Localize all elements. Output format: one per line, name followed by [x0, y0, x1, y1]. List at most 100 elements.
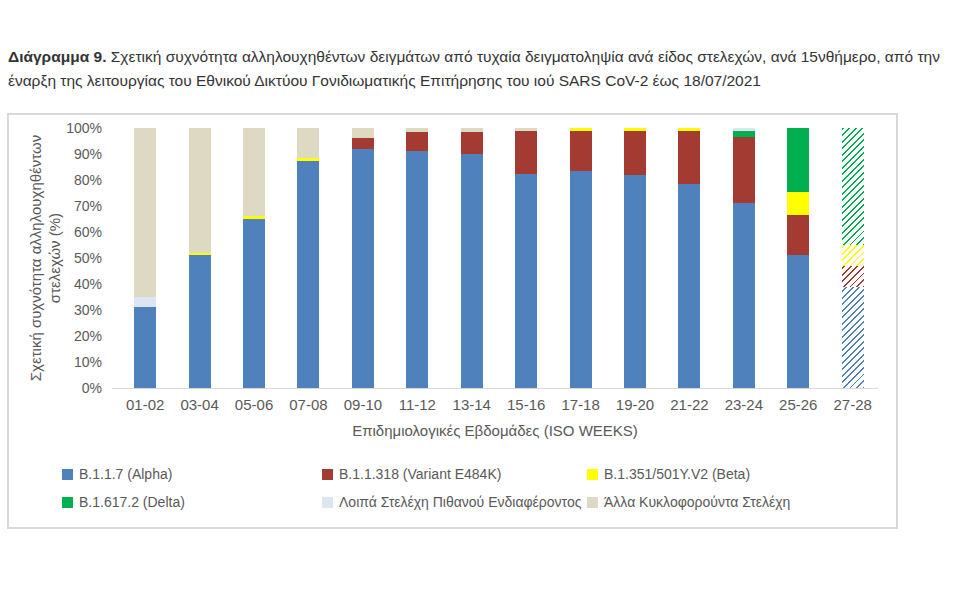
bar-segment	[243, 219, 265, 388]
bar-segment	[515, 174, 537, 389]
legend-label: B.1.1.7 (Alpha)	[79, 466, 172, 482]
y-tick-label: 50%	[42, 250, 102, 266]
bar-segment	[461, 154, 483, 388]
bar-column-01-02	[118, 128, 172, 388]
legend-item: B.1.1.318 (Variant E484K)	[322, 466, 501, 482]
x-axis-label: 15-16	[499, 396, 553, 413]
caption-line2: έναρξη της λειτουργίας του Εθνικού Δικτύ…	[8, 72, 761, 89]
legend-marker	[62, 469, 73, 480]
bar-segment	[842, 128, 864, 245]
x-axis-label: 17-18	[553, 396, 607, 413]
bar-segment	[678, 184, 700, 388]
x-axis-label: 19-20	[608, 396, 662, 413]
legend-marker	[587, 469, 598, 480]
legend-marker	[587, 497, 598, 508]
x-axis-labels: 01-0203-0405-0607-0809-1011-1213-1415-16…	[118, 396, 880, 413]
x-axis-label: 09-10	[336, 396, 390, 413]
x-axis-line	[112, 388, 878, 389]
y-tick-label: 10%	[42, 354, 102, 370]
y-tick-label: 100%	[42, 120, 102, 136]
bar-segment	[352, 149, 374, 388]
x-axis-label: 11-12	[390, 396, 444, 413]
bar-segment	[842, 266, 864, 287]
legend-label: Λοιπά Στελέχη Πιθανού Ενδιαφέροντος	[339, 494, 581, 510]
bar-segment	[406, 151, 428, 388]
legend-label: B.1.617.2 (Delta)	[79, 494, 185, 510]
bar-segment	[297, 161, 319, 389]
x-axis-label: 03-04	[172, 396, 226, 413]
bar-column-13-14	[445, 128, 499, 388]
y-tick-label: 60%	[42, 224, 102, 240]
stacked-bar-17-18	[570, 128, 592, 388]
stacked-bar-27-28	[842, 128, 864, 388]
x-axis-label: 25-26	[771, 396, 825, 413]
x-axis-title: Επιδημιολογικές Εβδομάδες (ISO WEEKS)	[112, 422, 878, 439]
x-axis-label: 05-06	[227, 396, 281, 413]
chart-caption: Διάγραμμα 9. Σχετική συχνότητα αλληλουχη…	[8, 45, 958, 93]
stacked-bar-19-20	[624, 128, 646, 388]
bar-column-15-16	[499, 128, 553, 388]
bar-segment	[678, 131, 700, 184]
y-tick-label: 20%	[42, 328, 102, 344]
bar-segment	[243, 128, 265, 216]
chart: Σχετική συχνότητα αλληλουχηθέντων στελεχ…	[7, 113, 898, 529]
legend-label: B.1.1.318 (Variant E484K)	[339, 466, 501, 482]
caption-number: Διάγραμμα 9.	[8, 48, 106, 65]
bar-segment	[406, 132, 428, 152]
bar-segment	[733, 203, 755, 388]
bar-segment	[624, 175, 646, 388]
stacked-bar-13-14	[461, 128, 483, 388]
bar-segment	[134, 307, 156, 388]
y-tick-label: 40%	[42, 276, 102, 292]
stacked-bar-05-06	[243, 128, 265, 388]
legend-item: B.1.1.7 (Alpha)	[62, 466, 172, 482]
stacked-bar-03-04	[189, 128, 211, 388]
caption-line1: Σχετική συχνότητα αλληλουχηθέντων δειγμά…	[111, 48, 940, 65]
y-tick-label: 90%	[42, 146, 102, 162]
legend-item: B.1.351/501Y.V2 (Beta)	[587, 466, 750, 482]
bar-segment	[787, 128, 809, 192]
y-tick-label: 0%	[42, 380, 102, 396]
bar-segment	[733, 137, 755, 203]
bar-segment	[787, 192, 809, 215]
bar-segment	[189, 128, 211, 253]
stacked-bar-15-16	[515, 128, 537, 388]
bar-segment	[842, 287, 864, 388]
bar-column-27-28	[825, 128, 879, 388]
bar-segment	[189, 255, 211, 388]
bar-segment	[297, 128, 319, 158]
bar-column-07-08	[281, 128, 335, 388]
bar-segment	[515, 131, 537, 174]
bar-column-19-20	[608, 128, 662, 388]
stacked-bar-25-26	[787, 128, 809, 388]
chart-plot-area: Σχετική συχνότητα αλληλουχηθέντων στελεχ…	[9, 115, 896, 527]
bar-segment	[570, 171, 592, 388]
bar-column-25-26	[771, 128, 825, 388]
stacked-bar-01-02	[134, 128, 156, 388]
x-axis-label: 23-24	[717, 396, 771, 413]
bar-column-17-18	[553, 128, 607, 388]
bar-segment	[787, 255, 809, 388]
legend-label: Άλλα Κυκλοφορούντα Στελέχη	[604, 494, 790, 510]
x-axis-label: 07-08	[281, 396, 335, 413]
bar-segment	[842, 245, 864, 266]
stacked-bar-07-08	[297, 128, 319, 388]
bar-column-05-06	[227, 128, 281, 388]
bar-segment	[624, 131, 646, 175]
x-axis-label: 27-28	[825, 396, 879, 413]
bars-container	[118, 128, 880, 388]
y-tick-label: 30%	[42, 302, 102, 318]
stacked-bar-09-10	[352, 128, 374, 388]
stacked-bar-23-24	[733, 128, 755, 388]
legend-marker	[322, 497, 333, 508]
legend-label: B.1.351/501Y.V2 (Beta)	[604, 466, 750, 482]
y-tick-label: 70%	[42, 198, 102, 214]
bar-column-21-22	[662, 128, 716, 388]
bar-column-09-10	[336, 128, 390, 388]
x-axis-label: 13-14	[445, 396, 499, 413]
stacked-bar-11-12	[406, 128, 428, 388]
legend-item: Άλλα Κυκλοφορούντα Στελέχη	[587, 494, 790, 510]
bar-segment	[352, 138, 374, 148]
bar-segment	[352, 128, 374, 138]
legend-item: Λοιπά Στελέχη Πιθανού Ενδιαφέροντος	[322, 494, 581, 510]
